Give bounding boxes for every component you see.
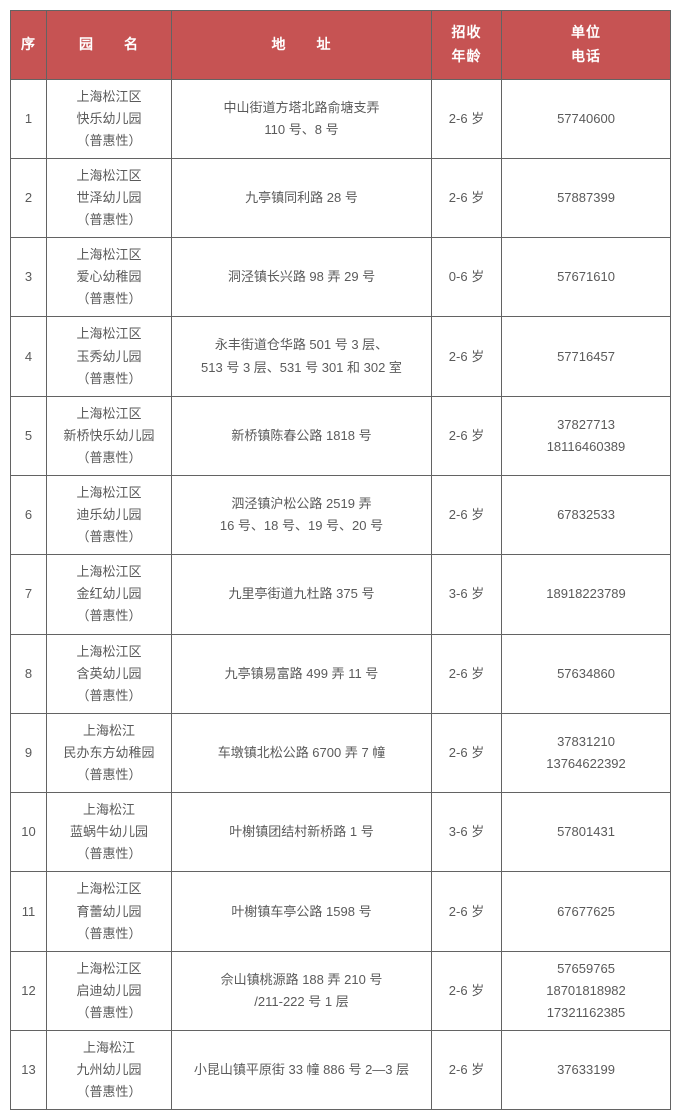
cell-age: 2-6 岁 bbox=[432, 1030, 502, 1109]
cell-seq: 4 bbox=[11, 317, 47, 396]
col-header-name: 园 名 bbox=[47, 11, 172, 80]
table-row: 9上海松江民办东方幼稚园（普惠性）车墩镇北松公路 6700 弄 7 幢2-6 岁… bbox=[11, 713, 671, 792]
cell-seq: 11 bbox=[11, 872, 47, 951]
cell-age: 2-6 岁 bbox=[432, 79, 502, 158]
table-row: 12上海松江区启迪幼儿园（普惠性）佘山镇桃源路 188 弄 210 号/211-… bbox=[11, 951, 671, 1030]
cell-phone: 3782771318116460389 bbox=[502, 396, 671, 475]
cell-addr: 佘山镇桃源路 188 弄 210 号/211-222 号 1 层 bbox=[172, 951, 432, 1030]
cell-addr: 小昆山镇平原街 33 幢 886 号 2—3 层 bbox=[172, 1030, 432, 1109]
cell-name: 上海松江蓝蜗牛幼儿园（普惠性） bbox=[47, 793, 172, 872]
cell-addr: 中山街道方塔北路俞塘支弄110 号、8 号 bbox=[172, 79, 432, 158]
cell-name: 上海松江区爱心幼稚园（普惠性） bbox=[47, 238, 172, 317]
table-row: 6上海松江区迪乐幼儿园（普惠性）泗泾镇沪松公路 2519 弄16 号、18 号、… bbox=[11, 476, 671, 555]
table-row: 7上海松江区金红幼儿园（普惠性）九里亭街道九杜路 375 号3-6 岁18918… bbox=[11, 555, 671, 634]
cell-phone: 57801431 bbox=[502, 793, 671, 872]
cell-phone: 576597651870181898217321162385 bbox=[502, 951, 671, 1030]
cell-name: 上海松江民办东方幼稚园（普惠性） bbox=[47, 713, 172, 792]
cell-phone: 67832533 bbox=[502, 476, 671, 555]
cell-phone: 67677625 bbox=[502, 872, 671, 951]
cell-name: 上海松江区世泽幼儿园（普惠性） bbox=[47, 158, 172, 237]
col-header-addr: 地 址 bbox=[172, 11, 432, 80]
cell-phone: 57671610 bbox=[502, 238, 671, 317]
kindergarten-table: 序 园 名 地 址 招收年龄 单位电话 1上海松江区快乐幼儿园（普惠性）中山街道… bbox=[10, 10, 671, 1110]
cell-age: 3-6 岁 bbox=[432, 555, 502, 634]
cell-age: 0-6 岁 bbox=[432, 238, 502, 317]
table-row: 10上海松江蓝蜗牛幼儿园（普惠性）叶榭镇团结村新桥路 1 号3-6 岁57801… bbox=[11, 793, 671, 872]
cell-age: 2-6 岁 bbox=[432, 951, 502, 1030]
cell-age: 2-6 岁 bbox=[432, 158, 502, 237]
table-row: 13上海松江九州幼儿园（普惠性）小昆山镇平原街 33 幢 886 号 2—3 层… bbox=[11, 1030, 671, 1109]
cell-age: 2-6 岁 bbox=[432, 634, 502, 713]
cell-age: 2-6 岁 bbox=[432, 396, 502, 475]
col-header-phone: 单位电话 bbox=[502, 11, 671, 80]
cell-name: 上海松江区含英幼儿园（普惠性） bbox=[47, 634, 172, 713]
table-header-row: 序 园 名 地 址 招收年龄 单位电话 bbox=[11, 11, 671, 80]
cell-seq: 10 bbox=[11, 793, 47, 872]
cell-name: 上海松江区玉秀幼儿园（普惠性） bbox=[47, 317, 172, 396]
table-row: 4上海松江区玉秀幼儿园（普惠性）永丰街道仓华路 501 号 3 层、513 号 … bbox=[11, 317, 671, 396]
cell-addr: 叶榭镇车亭公路 1598 号 bbox=[172, 872, 432, 951]
cell-name: 上海松江区育蕾幼儿园（普惠性） bbox=[47, 872, 172, 951]
table-row: 8上海松江区含英幼儿园（普惠性）九亭镇易富路 499 弄 11 号2-6 岁57… bbox=[11, 634, 671, 713]
cell-age: 2-6 岁 bbox=[432, 872, 502, 951]
cell-addr: 新桥镇陈春公路 1818 号 bbox=[172, 396, 432, 475]
cell-seq: 13 bbox=[11, 1030, 47, 1109]
cell-addr: 车墩镇北松公路 6700 弄 7 幢 bbox=[172, 713, 432, 792]
cell-age: 3-6 岁 bbox=[432, 793, 502, 872]
cell-addr: 叶榭镇团结村新桥路 1 号 bbox=[172, 793, 432, 872]
cell-addr: 九亭镇易富路 499 弄 11 号 bbox=[172, 634, 432, 713]
cell-name: 上海松江区迪乐幼儿园（普惠性） bbox=[47, 476, 172, 555]
cell-age: 2-6 岁 bbox=[432, 713, 502, 792]
cell-phone: 18918223789 bbox=[502, 555, 671, 634]
cell-phone: 57634860 bbox=[502, 634, 671, 713]
table-row: 1上海松江区快乐幼儿园（普惠性）中山街道方塔北路俞塘支弄110 号、8 号2-6… bbox=[11, 79, 671, 158]
cell-age: 2-6 岁 bbox=[432, 476, 502, 555]
cell-seq: 6 bbox=[11, 476, 47, 555]
cell-addr: 九里亭街道九杜路 375 号 bbox=[172, 555, 432, 634]
cell-addr: 泗泾镇沪松公路 2519 弄16 号、18 号、19 号、20 号 bbox=[172, 476, 432, 555]
cell-addr: 九亭镇同利路 28 号 bbox=[172, 158, 432, 237]
cell-seq: 8 bbox=[11, 634, 47, 713]
cell-seq: 2 bbox=[11, 158, 47, 237]
cell-age: 2-6 岁 bbox=[432, 317, 502, 396]
table-row: 11上海松江区育蕾幼儿园（普惠性）叶榭镇车亭公路 1598 号2-6 岁6767… bbox=[11, 872, 671, 951]
cell-phone: 57716457 bbox=[502, 317, 671, 396]
cell-seq: 3 bbox=[11, 238, 47, 317]
cell-seq: 1 bbox=[11, 79, 47, 158]
cell-name: 上海松江区金红幼儿园（普惠性） bbox=[47, 555, 172, 634]
cell-phone: 57740600 bbox=[502, 79, 671, 158]
cell-phone: 37633199 bbox=[502, 1030, 671, 1109]
cell-name: 上海松江九州幼儿园（普惠性） bbox=[47, 1030, 172, 1109]
table-row: 2上海松江区世泽幼儿园（普惠性）九亭镇同利路 28 号2-6 岁57887399 bbox=[11, 158, 671, 237]
cell-phone: 57887399 bbox=[502, 158, 671, 237]
cell-name: 上海松江区启迪幼儿园（普惠性） bbox=[47, 951, 172, 1030]
cell-name: 上海松江区新桥快乐幼儿园（普惠性） bbox=[47, 396, 172, 475]
table-row: 3上海松江区爱心幼稚园（普惠性）洞泾镇长兴路 98 弄 29 号0-6 岁576… bbox=[11, 238, 671, 317]
col-header-seq: 序 bbox=[11, 11, 47, 80]
cell-phone: 3783121013764622392 bbox=[502, 713, 671, 792]
cell-addr: 永丰街道仓华路 501 号 3 层、513 号 3 层、531 号 301 和 … bbox=[172, 317, 432, 396]
cell-seq: 7 bbox=[11, 555, 47, 634]
cell-addr: 洞泾镇长兴路 98 弄 29 号 bbox=[172, 238, 432, 317]
cell-seq: 12 bbox=[11, 951, 47, 1030]
table-row: 5上海松江区新桥快乐幼儿园（普惠性）新桥镇陈春公路 1818 号2-6 岁378… bbox=[11, 396, 671, 475]
cell-seq: 9 bbox=[11, 713, 47, 792]
cell-seq: 5 bbox=[11, 396, 47, 475]
col-header-age: 招收年龄 bbox=[432, 11, 502, 80]
cell-name: 上海松江区快乐幼儿园（普惠性） bbox=[47, 79, 172, 158]
